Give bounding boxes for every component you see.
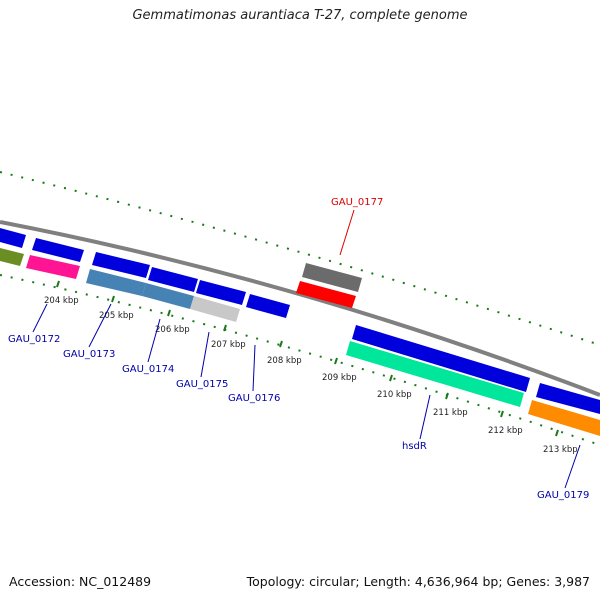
tick-label: 205 kbp: [99, 311, 134, 321]
gene-feature: [32, 238, 84, 262]
gene-label-leader: [339, 209, 355, 256]
gene-label-leader: [200, 331, 210, 378]
gene-feature: [0, 248, 24, 266]
map-title: Gemmatimonas aurantiaca T-27, complete g…: [132, 8, 468, 23]
gene-feature: [528, 400, 600, 436]
tick-mark: [223, 324, 227, 332]
gene-feature: [196, 280, 246, 305]
gene-label: GAU_0177: [331, 197, 383, 208]
gene-feature-hsdR-upper: [352, 325, 530, 392]
gene-feature: [86, 269, 146, 296]
tick-label: 213 kbp: [543, 445, 578, 455]
gene-feature: [148, 267, 198, 292]
gene-feature: [536, 383, 600, 414]
tick-label: 209 kbp: [322, 373, 357, 383]
gene-feature: [92, 252, 150, 278]
gene-feature-gau0177: [296, 281, 356, 308]
gene-label: GAU_0172: [8, 334, 60, 345]
tick-mark: [334, 357, 338, 365]
gene-label-leader: [32, 303, 48, 333]
tick-mark: [445, 392, 449, 400]
gene-label-leader: [88, 303, 112, 348]
gene-label: GAU_0173: [63, 349, 115, 360]
gene-label: GAU_0175: [176, 379, 228, 390]
gene-feature: [142, 283, 194, 309]
gene-feature-hsdR: [346, 341, 524, 407]
tick-mark: [167, 309, 171, 317]
tick-mark: [389, 374, 393, 382]
tick-mark: [111, 295, 115, 303]
tick-mark: [56, 280, 60, 288]
tick-label: 206 kbp: [155, 325, 190, 335]
gene-label-leader: [252, 344, 256, 392]
accession-text: Accession: NC_012489: [9, 574, 152, 589]
tick-mark: [279, 340, 283, 348]
gene-label-leader: [147, 318, 161, 363]
gene-label-leader: [419, 394, 431, 440]
gene-feature: [26, 255, 80, 279]
tick-label: 208 kbp: [267, 356, 302, 366]
gene-label: hsdR: [402, 441, 427, 452]
gene-label: GAU_0179: [537, 490, 589, 501]
gene-label-leader: [564, 444, 581, 489]
tick-label: 210 kbp: [377, 390, 412, 400]
topology-summary: Topology: circular; Length: 4,636,964 bp…: [246, 574, 590, 589]
gene-feature: [190, 296, 240, 322]
gene-feature: [0, 228, 26, 248]
gene-label: GAU_0176: [228, 393, 280, 404]
tick-label: 211 kbp: [433, 408, 468, 418]
tick-mark: [555, 429, 559, 437]
tick-label: 204 kbp: [44, 296, 79, 306]
tick-mark: [500, 410, 504, 418]
kbp-ticks: 204 kbp 205 kbp 206 kbp 207 kbp 208 kbp 209 k…: [44, 280, 578, 455]
gene-feature-gau0177-pseudo: [302, 263, 362, 292]
genome-backbone: [0, 220, 600, 397]
tick-label: 207 kbp: [211, 340, 246, 350]
gene-feature: [246, 294, 290, 318]
outer-dotted-ring: [0, 171, 600, 346]
tick-label: 212 kbp: [488, 426, 523, 436]
gene-label: GAU_0174: [122, 364, 174, 375]
